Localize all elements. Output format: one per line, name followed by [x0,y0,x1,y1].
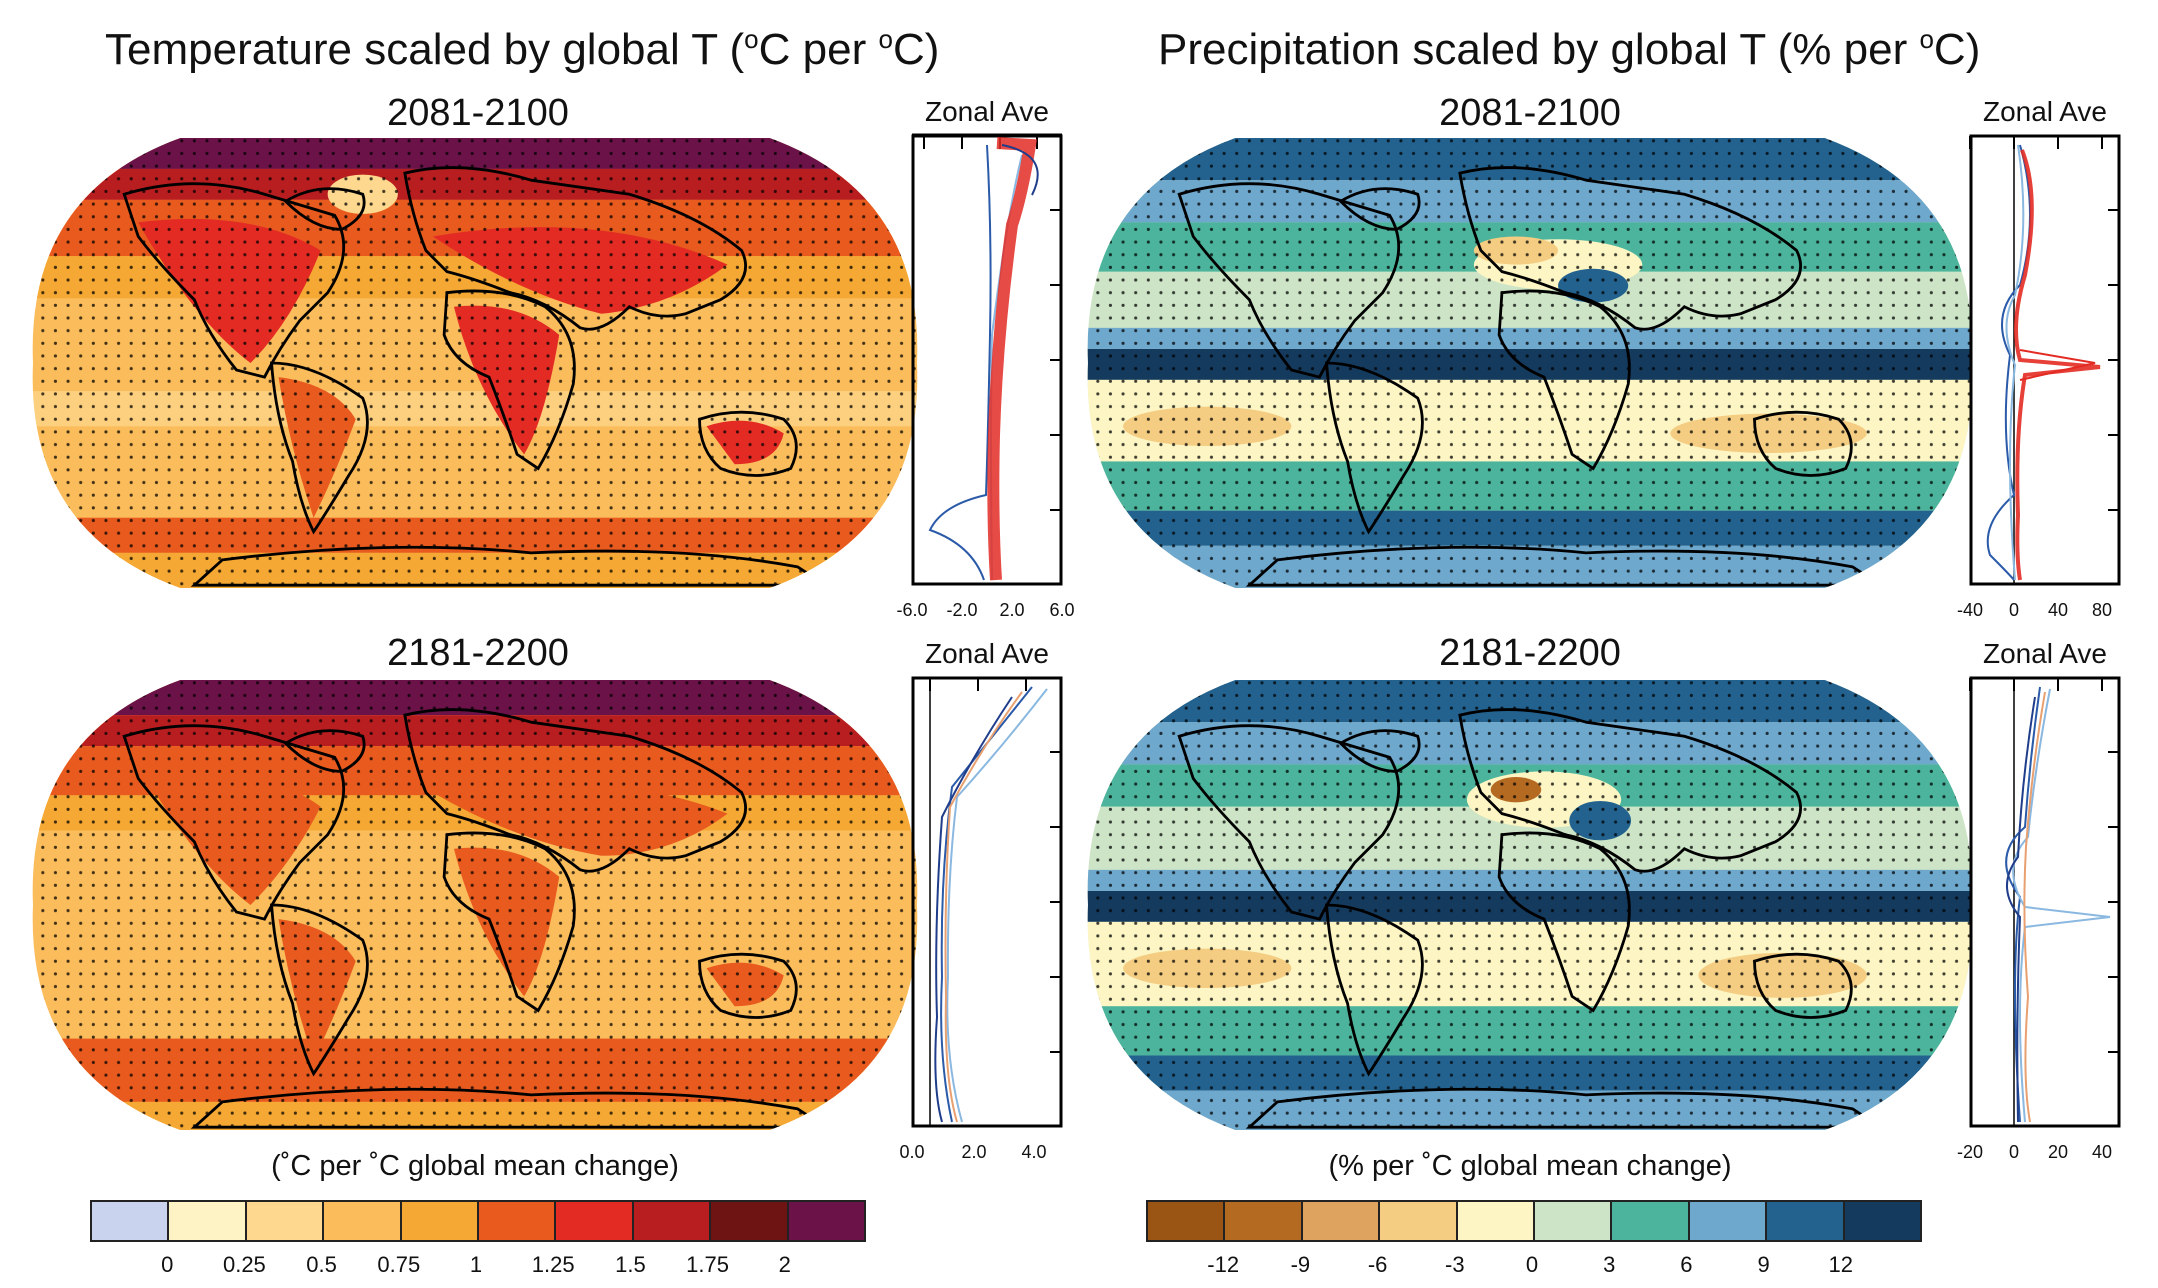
colorbar-label: 1.5 [615,1252,646,1277]
period-title: 2081-2100 [1439,92,1621,134]
colorbar-swatch [1457,1202,1536,1240]
zonal-average-title: Zonal Ave [924,638,1050,669]
period-title: 2181-2200 [387,632,569,674]
colorbar-swatch [92,1202,170,1240]
colorbar-swatch [1844,1202,1921,1240]
colorbar-swatch [1380,1202,1458,1240]
colorbar-label: 0.25 [222,1252,266,1277]
colorbar-swatch [324,1202,402,1240]
colorbar-label: 12 [1828,1252,1854,1277]
tick-label: 40 [2047,600,2069,620]
temperature-colorbar [90,1200,866,1242]
tick-label: -6.0 [896,600,928,620]
zonal-average-plot-precipitation-2181-2200 [1969,676,2121,1128]
colorbar-label: 0.5 [306,1252,337,1277]
precipitation-map-2181-2200 [1087,680,1973,1130]
tick-label: 2.0 [961,1142,987,1162]
colorbar-swatch [1612,1202,1690,1240]
colorbar-label: 0 [161,1252,174,1277]
colorbar-label: 0 [1525,1252,1539,1277]
colorbar-label: -3 [1445,1252,1465,1277]
colorbar-swatch [1302,1202,1381,1240]
zonal-average-title: Zonal Ave [1982,96,2108,127]
zonal-average-plot-temperature-2081-2100 [911,133,1063,586]
period-title: 2181-2200 [1439,632,1621,674]
tick-label: 40 [2091,1142,2113,1162]
colorbar-label: 0.75 [377,1252,421,1277]
tick-label: -20 [1956,1142,1984,1162]
colorbar-swatch [711,1202,789,1240]
colorbar-swatch [1225,1202,1303,1240]
colorbar-label: 6 [1680,1252,1693,1277]
zonal-x-axis-labels: -6.0 -2.0 2.0 6.0 [896,600,1074,624]
colorbar-label: 1 [469,1252,483,1277]
temperature-map-2181-2200 [32,680,918,1130]
colorbar-label: 9 [1757,1252,1770,1277]
tick-label: 0 [2008,1142,2020,1162]
tick-label: 4.0 [1021,1142,1047,1162]
precipitation-units-label: (% per ˚C global mean change) [1328,1150,1732,1182]
colorbar-label: -6 [1367,1252,1388,1277]
colorbar-label: -9 [1290,1252,1311,1277]
colorbar-swatch [169,1202,247,1240]
colorbar-label: 3 [1603,1252,1616,1277]
precipitation-colorbar [1146,1200,1922,1242]
colorbar-swatch [1535,1202,1613,1240]
tick-label: -40 [1956,600,1984,620]
zonal-average-plot-precipitation-2081-2100 [1969,134,2121,586]
temperature-units-label: (˚C per ˚C global mean change) [271,1150,679,1182]
zonal-x-axis-labels: 0.0 2.0 4.0 [899,1142,1062,1166]
temperature-section-title: Temperature scaled by global T (oC per o… [105,24,940,74]
colorbar-label: 2 [778,1252,791,1277]
temperature-map-2081-2100 [32,138,918,588]
tick-label: 6.0 [1049,600,1075,620]
colorbar-swatch [246,1202,325,1240]
colorbar-label: 1.75 [686,1252,730,1277]
colorbar-swatch [1148,1202,1226,1240]
zonal-x-axis-labels: -40 0 40 80 [1957,600,2120,624]
tick-label: 80 [2091,600,2113,620]
zonal-average-title: Zonal Ave [1982,638,2108,669]
tick-label: 0 [2008,600,2020,620]
tick-label: 0.0 [899,1142,925,1162]
zonal-x-axis-labels: -20 0 20 40 [1957,1142,2120,1166]
colorbar-label: 1.25 [531,1252,575,1277]
colorbar-swatch [788,1202,865,1240]
tick-label: 20 [2047,1142,2069,1162]
zonal-average-plot-temperature-2181-2200 [911,676,1063,1128]
tick-label: 2.0 [999,600,1025,620]
colorbar-swatch [401,1202,480,1240]
colorbar-swatch [556,1202,634,1240]
colorbar-swatch [1689,1202,1768,1240]
colorbar-swatch [633,1202,712,1240]
precipitation-map-2081-2100 [1087,138,1973,588]
zonal-average-title: Zonal Ave [924,96,1050,127]
precipitation-section-title: Precipitation scaled by global T (% per … [1158,24,1981,74]
colorbar-label: -12 [1207,1252,1240,1277]
tick-label: -2.0 [946,600,978,620]
period-title: 2081-2100 [387,92,569,134]
colorbar-swatch [1767,1202,1845,1240]
colorbar-swatch [479,1202,557,1240]
